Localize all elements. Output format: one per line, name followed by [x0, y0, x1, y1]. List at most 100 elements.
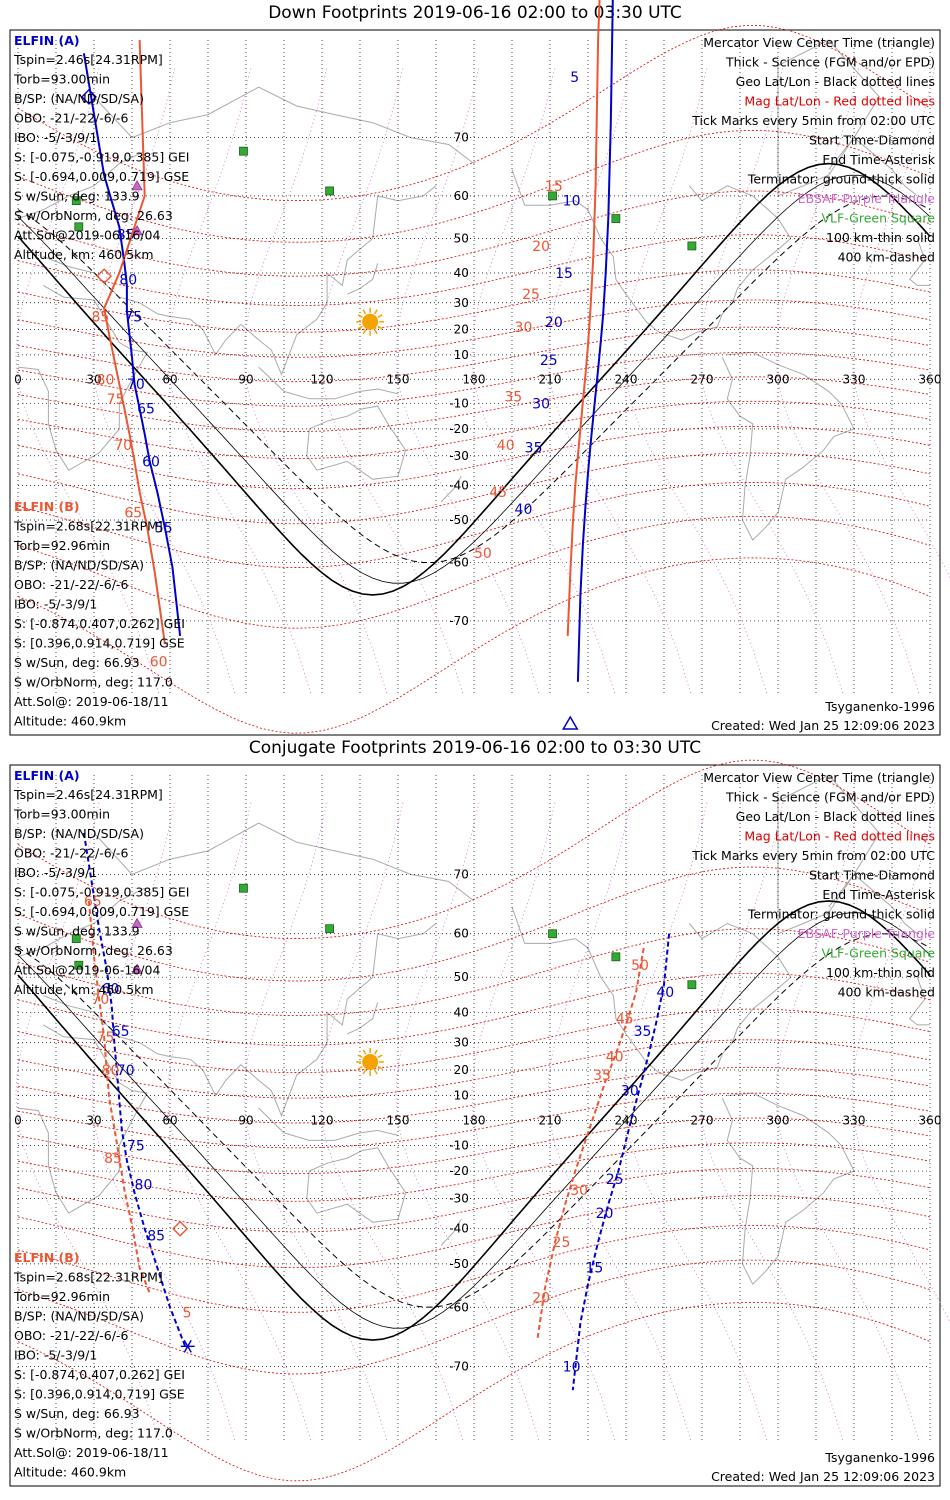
mag-lat-line — [17, 1301, 931, 1482]
elfin-b-info-line: Torb=92.96min — [13, 538, 110, 553]
conjugate-footprints-panel: Conjugate Footprints 2019-06-16 02:00 to… — [9, 738, 950, 1487]
mag-lat-line — [17, 1039, 931, 1099]
down-footprints-panel: Down Footprints 2019-06-16 02:00 to 03:3… — [9, 0, 950, 736]
view-center-triangle-icon — [561, 715, 579, 730]
lat-tick-label: -50 — [449, 1257, 469, 1271]
elfin-b-info-line: Altitude: 460.9km — [14, 1465, 126, 1480]
elfin-b-info-line: S: [-0.874,0.407,0.262] GEI — [14, 1367, 185, 1382]
elfin-b-info-line: Att.Sol@: 2019-06-18/11 — [14, 694, 169, 709]
lon-tick-label: 60 — [162, 372, 177, 386]
sun-ray — [373, 309, 378, 315]
elfin-a-info-line: Altitude, km: 460.5km — [14, 247, 154, 262]
elfin-a-info-line: B/SP: (NA/ND/SD/SA) — [14, 826, 144, 841]
legend-line: Tick Marks every 5min from 02:00 UTC — [691, 113, 935, 128]
lat-tick-label: -30 — [449, 1191, 469, 1205]
track-tick-label: 25 — [606, 1172, 624, 1188]
lon-tick-label: 210 — [539, 372, 562, 386]
vlf-square-icon — [548, 191, 557, 201]
grid-layer — [15, 759, 950, 1482]
mag-lon-line — [851, 65, 950, 579]
legend-line: VLF-Green Square — [821, 211, 935, 226]
track-tick-label: 20 — [596, 1206, 614, 1222]
mag-lat-line — [17, 1259, 931, 1375]
sun-ray — [362, 329, 367, 335]
track-tick-label: 75 — [127, 1138, 145, 1154]
track-tick-label: 30 — [570, 1183, 588, 1199]
lat-tick-label: 40 — [454, 266, 469, 280]
lon-tick-label: 270 — [691, 372, 714, 386]
track-tick-label: 25 — [522, 287, 540, 303]
legend-line: Mag Lat/Lon - Red dotted lines — [744, 94, 935, 109]
coastline — [909, 238, 930, 286]
lon-tick-label: 180 — [463, 372, 486, 386]
track-elfin-b: 50 45 40 35 30 25 20 — [532, 947, 649, 1341]
legend-line: Terminator: ground-thick solid — [747, 172, 935, 187]
lat-tick-label: 60 — [454, 927, 469, 941]
mag-lon-line — [547, 65, 691, 694]
mag-lon-line — [167, 65, 311, 694]
lat-tick-label: -60 — [449, 1300, 469, 1314]
coastline — [258, 366, 399, 400]
terminator-100km — [17, 912, 931, 1329]
sun-ray — [377, 325, 383, 330]
lon-tick-label: 90 — [238, 1114, 253, 1128]
elfin-a-info-line: S w/OrbNorm, deg: 26.63 — [14, 208, 173, 223]
lat-tick-label: -70 — [449, 614, 469, 628]
coastline — [909, 977, 930, 1026]
grid-layer — [15, 24, 950, 734]
sun-ray — [377, 314, 383, 318]
legend-line: Thick - Science (FGM and/or EPD) — [725, 55, 935, 70]
sun-ray — [357, 325, 363, 330]
track-tick-label: 35 — [634, 1024, 652, 1040]
elfin-a-info-line: OBO: -21/-22/-6/-6 — [14, 846, 128, 861]
track-tick-label: 60 — [142, 454, 160, 470]
track-tick-label: 80 — [97, 372, 115, 388]
ebsaf-triangle-icon — [131, 180, 143, 191]
lon-tick-label: 300 — [767, 1114, 790, 1128]
track-tick-label: 10 — [563, 194, 581, 210]
coastline — [440, 1218, 462, 1246]
legend-line: EBSAF-Purple Triangle — [798, 191, 936, 206]
legend-line: 100 km-thin solid — [826, 965, 935, 980]
track-tick-label: 40 — [497, 438, 515, 454]
track-tick-label: 15 — [555, 266, 573, 282]
track-line — [536, 947, 645, 1341]
lon-tick-label: 330 — [843, 372, 866, 386]
coastline — [93, 86, 475, 164]
elfin-a-info-line: Torb=93.00min — [13, 807, 110, 822]
mag-lon-line — [15, 65, 159, 694]
elfin-b-title: ELFIN (B) — [14, 499, 79, 514]
coastline — [777, 39, 880, 197]
elfin-a-info-line: Att.Sol@2019-06-16/04 — [14, 963, 160, 978]
model-label: Tsyganenko-1996 — [824, 1450, 935, 1465]
legend-line: Start Time-Diamond — [809, 868, 935, 883]
coastline — [721, 351, 855, 541]
coastline — [347, 1002, 379, 1035]
elfin-b-info-line: IBO: -5/-3/9/1 — [14, 597, 97, 612]
track-line — [87, 900, 151, 1294]
mag-lon-line — [319, 65, 463, 694]
legend-line: Start Time-Diamond — [809, 133, 935, 148]
track-tick-label: 10 — [563, 1360, 581, 1376]
elfin-b-info-line: OBO: -21/-22/-6/-6 — [14, 1328, 128, 1343]
lon-tick-label: 90 — [238, 372, 253, 386]
mag-lat-line — [17, 928, 931, 1016]
coastline — [777, 774, 880, 935]
elfin-b-info-line: S: [-0.874,0.407,0.262] GEI — [14, 616, 185, 631]
lat-tick-label: -20 — [449, 1164, 469, 1178]
elfin-a-title: ELFIN (A) — [14, 768, 80, 783]
legend-line: Terminator: ground-thick solid — [747, 907, 935, 922]
lat-tick-label: 10 — [454, 1089, 469, 1103]
vlf-square-icon — [239, 883, 248, 893]
track-tick-label: 65 — [112, 1024, 130, 1040]
lat-tick-label: -40 — [449, 1222, 469, 1236]
lon-tick-label: 360 — [919, 372, 942, 386]
track-tick-label: 25 — [553, 1235, 571, 1251]
lat-tick-label: -10 — [449, 397, 469, 411]
track-tick-label: 15 — [545, 179, 563, 195]
elfin-a-info-line: Tspin=2.46s[24.31RPM] — [13, 787, 163, 802]
sun-ray — [373, 1049, 378, 1055]
sun-ray — [377, 1065, 383, 1070]
